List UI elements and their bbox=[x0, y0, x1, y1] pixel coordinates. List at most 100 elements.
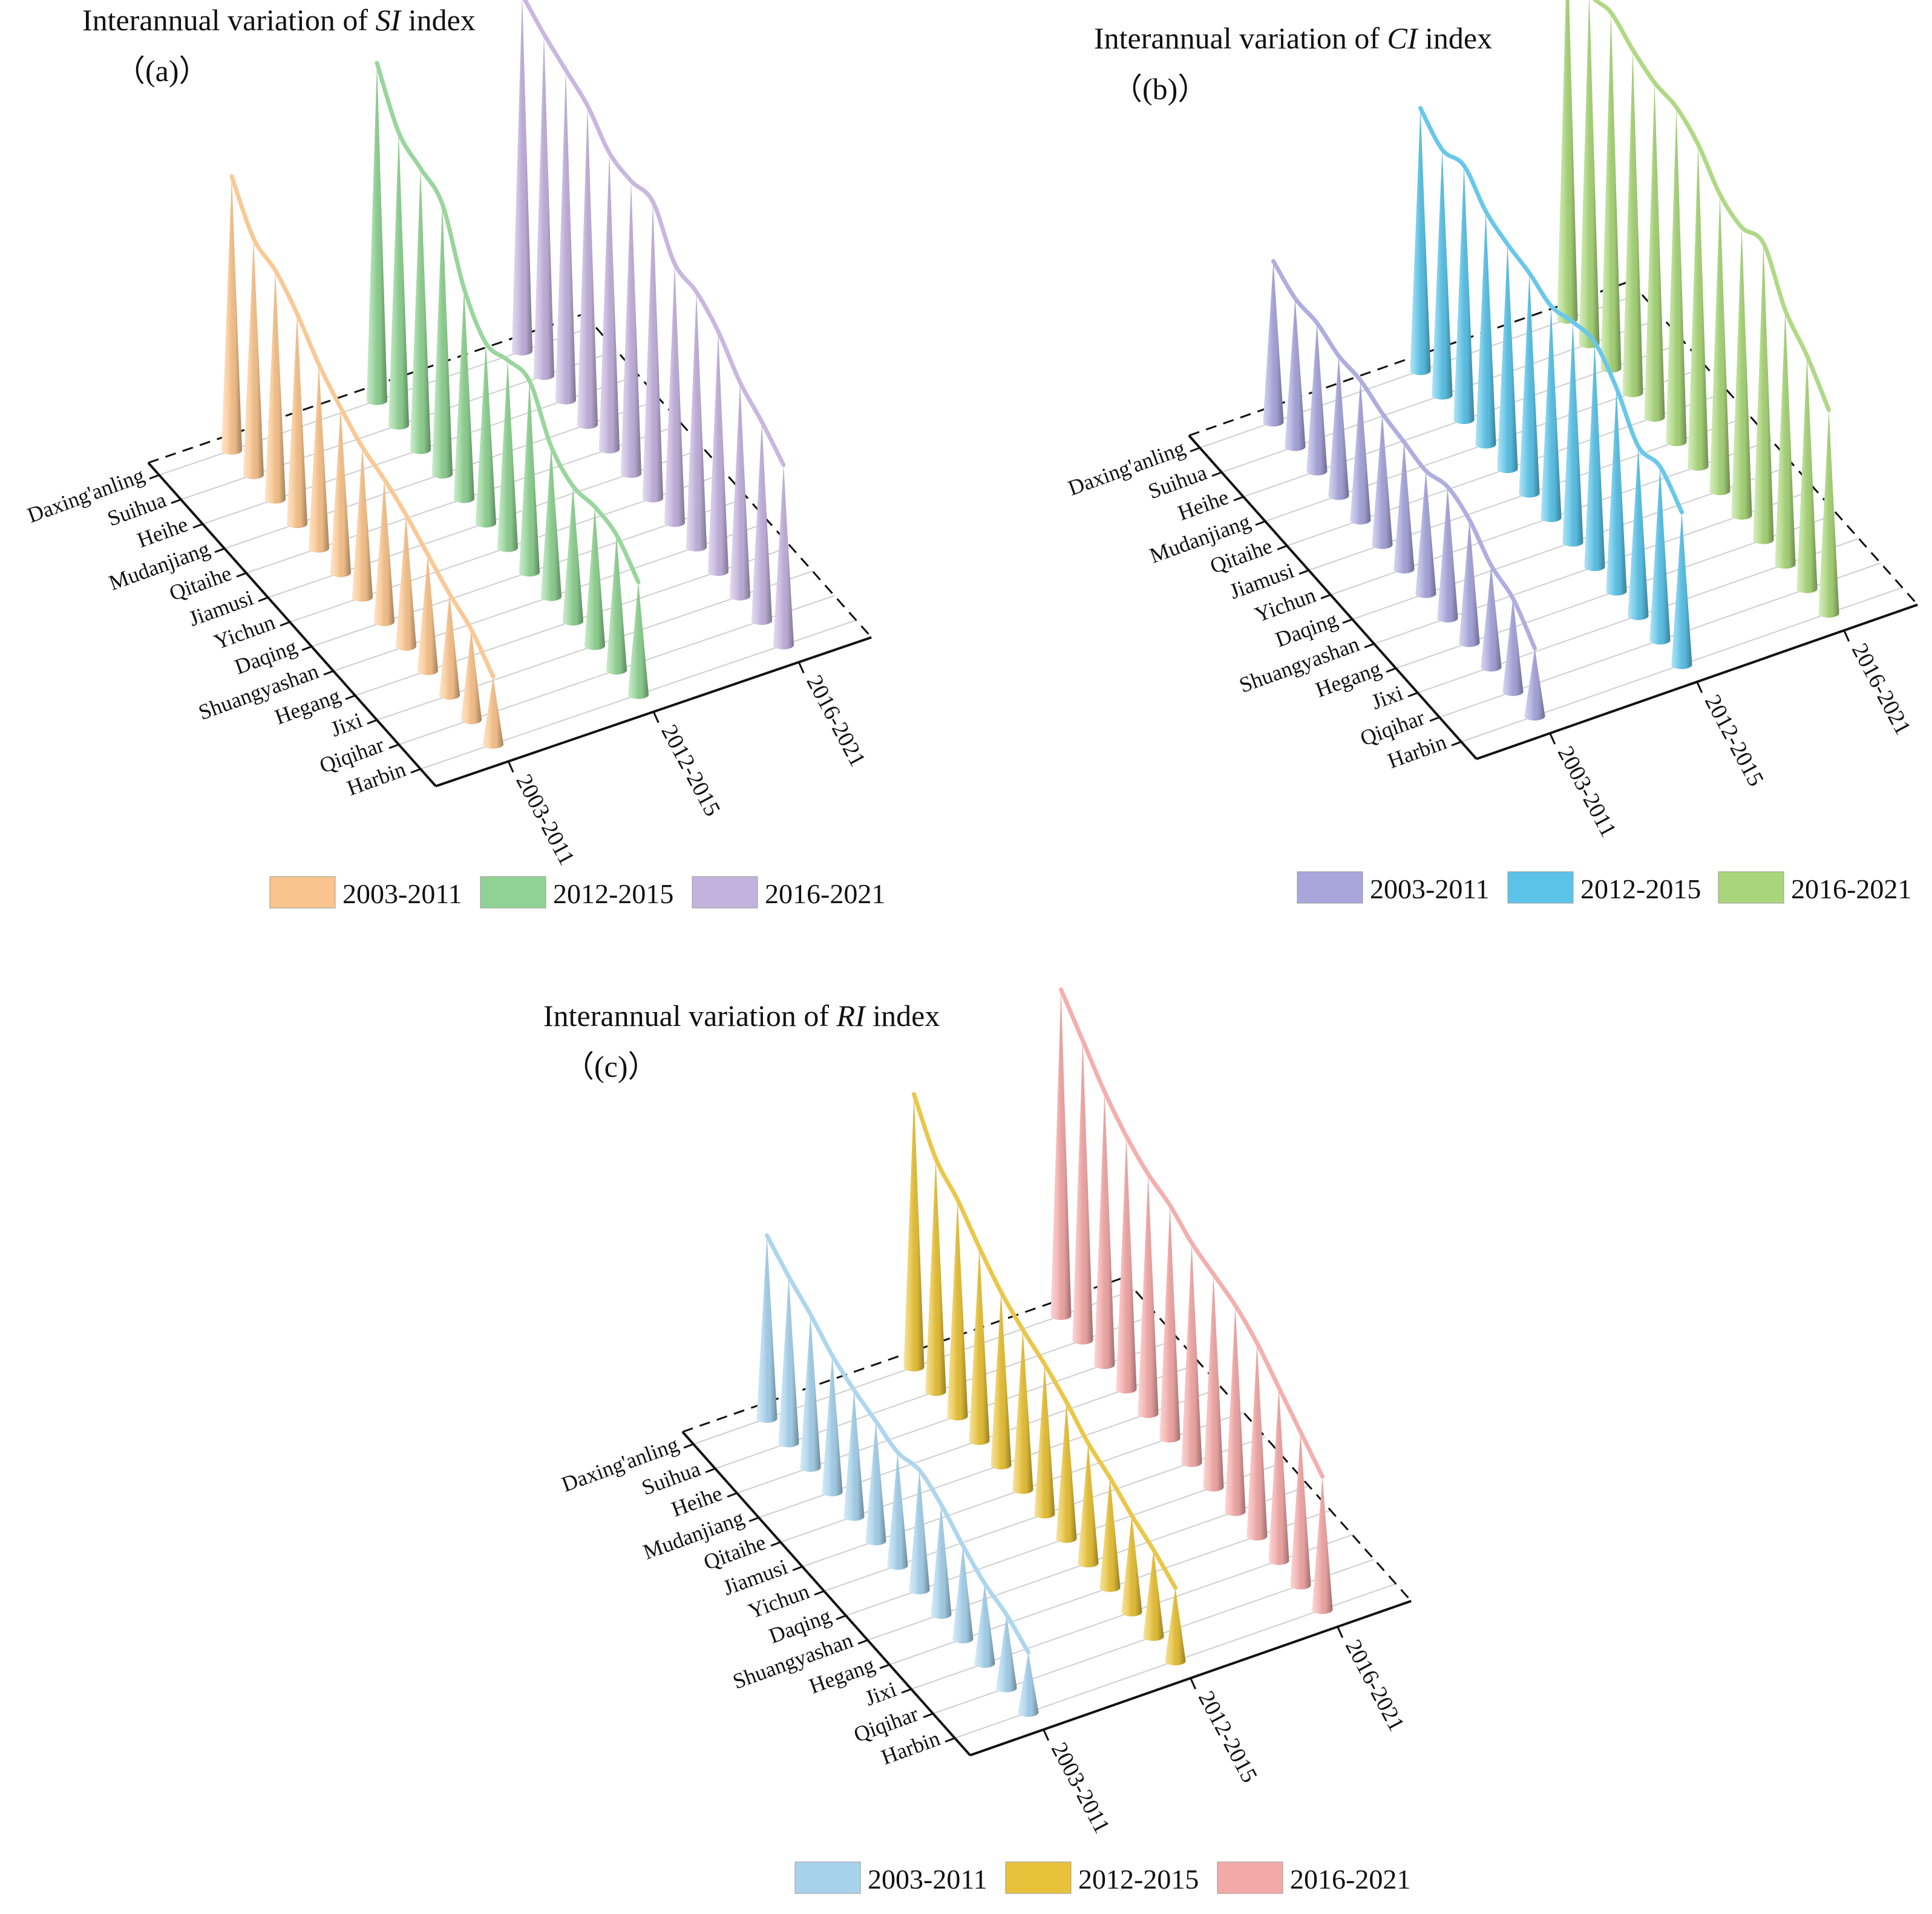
cone-shading bbox=[1393, 442, 1415, 573]
cone-shading bbox=[1165, 1587, 1186, 1665]
cone-shading bbox=[1622, 50, 1643, 397]
group-tick bbox=[1337, 1626, 1344, 1638]
cone-2012-2015-harbin bbox=[1165, 1587, 1186, 1665]
cone-shading bbox=[1034, 1364, 1055, 1518]
region-label-jixi: Jixi bbox=[327, 708, 365, 741]
region-tick bbox=[301, 645, 312, 652]
cone-shading bbox=[534, 34, 554, 380]
cone-shading bbox=[606, 535, 627, 674]
legend-swatch-2012-2015 bbox=[1507, 871, 1574, 904]
series-2012-2015 bbox=[903, 1092, 1186, 1665]
legend-label-2016-2021: 2016-2021 bbox=[1290, 1864, 1410, 1895]
cone-shading bbox=[1432, 149, 1453, 400]
cone-2003-2011-mudanjiang bbox=[287, 313, 307, 528]
cone-shading bbox=[1579, 0, 1600, 348]
cone-shading bbox=[708, 331, 729, 576]
cone-2003-2011-suihua bbox=[778, 1276, 799, 1448]
cone-shading bbox=[585, 506, 605, 650]
cone-2003-2011-jixi bbox=[439, 593, 460, 700]
cone-2016-2021-jiamusi bbox=[1666, 107, 1687, 446]
cone-shading bbox=[1225, 1305, 1246, 1516]
cone-2012-2015-hegang bbox=[563, 486, 583, 625]
cone-shading bbox=[309, 364, 329, 553]
cone-2012-2015-mudanjiang bbox=[1475, 211, 1496, 449]
region-tick bbox=[1364, 642, 1375, 648]
cone-2003-2011-shuangyashan bbox=[1437, 486, 1458, 622]
legend-swatch-2016-2021 bbox=[1217, 1861, 1283, 1894]
cone-shading bbox=[1459, 520, 1480, 647]
cone-2016-2021-qiqihar bbox=[1290, 1432, 1311, 1590]
cone-2003-2011-jiamusi bbox=[1372, 413, 1393, 549]
cone-2016-2021-heihe bbox=[555, 70, 576, 405]
cone-shading bbox=[555, 70, 576, 405]
cone-2003-2011-yichun bbox=[1393, 442, 1415, 573]
cone-shading bbox=[1121, 1515, 1142, 1616]
series-2016-2021 bbox=[1050, 987, 1333, 1614]
legend-label-2003-2011: 2003-2011 bbox=[342, 878, 462, 909]
region-tick bbox=[792, 1566, 803, 1572]
group-tick bbox=[1190, 1677, 1197, 1690]
cone-2003-2011-qitaihe bbox=[843, 1390, 865, 1521]
region-tick bbox=[770, 1541, 781, 1547]
cone-shading bbox=[756, 1235, 778, 1423]
cone-shading bbox=[1116, 1136, 1137, 1394]
legend-swatch-2016-2021 bbox=[692, 876, 758, 909]
cone-shading bbox=[410, 168, 431, 454]
cone-shading bbox=[287, 313, 307, 528]
cone-2016-2021-daqing bbox=[664, 263, 685, 527]
cone-2016-2021-harbin bbox=[773, 465, 794, 650]
panel-ci-index: Interannual variation of CI index （(b)） … bbox=[1065, 0, 1919, 904]
cone-2003-2011-daxing-anling bbox=[221, 176, 242, 455]
cone-2003-2011-qiqihar bbox=[461, 629, 482, 724]
cone-2003-2011-shuangyashan bbox=[396, 515, 416, 651]
cone-shading bbox=[1290, 1432, 1311, 1590]
cone-2003-2011-mudanjiang bbox=[822, 1355, 843, 1497]
cone-2016-2021-mudanjiang bbox=[1116, 1136, 1137, 1394]
cone-2012-2015-harbin bbox=[628, 582, 649, 699]
cone-2012-2015-suihua bbox=[1432, 149, 1453, 400]
cone-shading bbox=[1181, 1243, 1202, 1467]
region-tick bbox=[901, 1688, 912, 1694]
cone-2012-2015-daqing bbox=[519, 381, 540, 576]
series-2003-2011 bbox=[1263, 259, 1545, 720]
cone-shading bbox=[1475, 211, 1496, 449]
group-tick bbox=[652, 711, 660, 723]
back-axis bbox=[682, 1276, 1124, 1433]
cone-2012-2015-heihe bbox=[1453, 165, 1475, 424]
cone-2012-2015-jiamusi bbox=[1519, 273, 1540, 498]
back-axis bbox=[148, 313, 585, 464]
legend-swatch-2012-2015 bbox=[480, 876, 546, 909]
region-label-jixi: Jixi bbox=[862, 1677, 900, 1710]
cone-2016-2021-harbin bbox=[1818, 410, 1839, 618]
cone-2012-2015-shuangyashan bbox=[1078, 1443, 1099, 1567]
trend-line-2003-2011 bbox=[1271, 259, 1537, 651]
cone-shading bbox=[1709, 194, 1731, 495]
cone-2003-2011-daxing-anling bbox=[756, 1235, 778, 1423]
cone-shading bbox=[952, 1546, 974, 1644]
group-label-2012-2015: 2012-2015 bbox=[656, 720, 725, 820]
cone-shading bbox=[1453, 165, 1475, 424]
cone-shading bbox=[1138, 1174, 1159, 1418]
cone-shading bbox=[1050, 989, 1072, 1320]
cone-2003-2011-yichun bbox=[887, 1452, 908, 1570]
region-tick bbox=[258, 596, 269, 603]
cone-2016-2021-shuangyashan bbox=[686, 292, 707, 552]
cone-shading bbox=[1372, 413, 1393, 549]
region-tick bbox=[857, 1639, 868, 1645]
cone-2012-2015-qitaihe bbox=[454, 289, 474, 503]
cone-2012-2015-yichun bbox=[1541, 305, 1562, 522]
group-labels: 2003-2011 2012-2015 2016-2021 bbox=[1549, 630, 1916, 841]
cone-shading bbox=[367, 63, 387, 405]
region-tick bbox=[367, 719, 378, 725]
trend-line-2016-2021 bbox=[1592, 0, 1831, 413]
cone-2016-2021-yichun bbox=[643, 201, 663, 503]
legend-label-2012-2015: 2012-2015 bbox=[553, 878, 673, 909]
cone-2012-2015-jiamusi bbox=[1012, 1330, 1033, 1494]
panel-label-b: （(b)） bbox=[1112, 72, 1208, 106]
group-label-2003-2011: 2003-2011 bbox=[1553, 742, 1622, 841]
cone-shading bbox=[374, 479, 395, 626]
trend-line-2003-2011 bbox=[229, 174, 496, 679]
cone-shading bbox=[1519, 273, 1540, 498]
cone-shading bbox=[265, 270, 286, 504]
cone-2012-2015-qiqihar bbox=[606, 535, 627, 674]
